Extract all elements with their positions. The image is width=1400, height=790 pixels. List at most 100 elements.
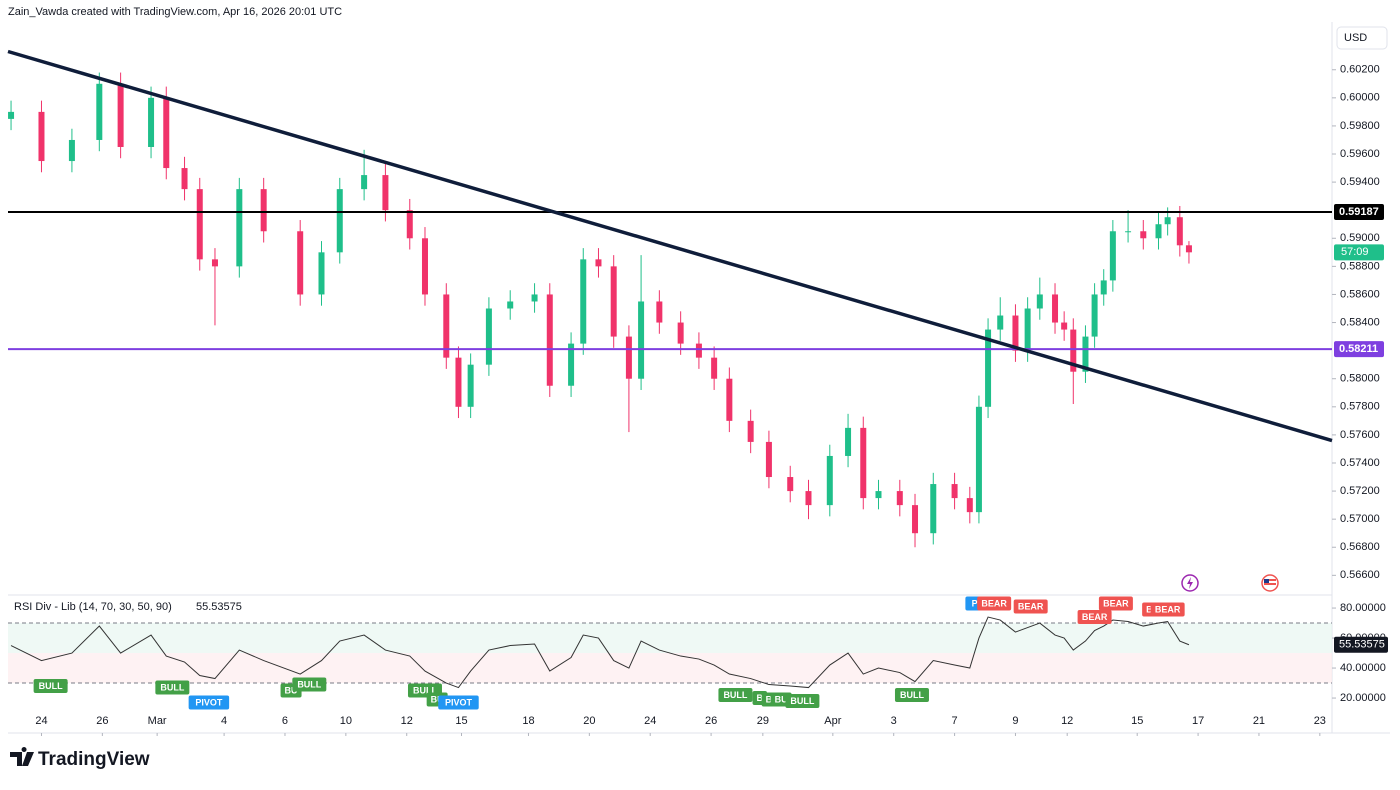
signal-box [718,688,753,703]
candle-body [930,484,937,534]
candle-body [1155,224,1162,239]
x-tick-label: Apr [824,715,841,727]
candle-body [656,301,663,323]
signal-box [1077,610,1112,625]
y-tick-label: 0.59400 [1340,176,1380,188]
x-tick-label: 26 [705,715,717,727]
signal-box [33,679,68,694]
candle-body [1082,336,1089,372]
candle-body [531,294,538,302]
signal-box [155,680,190,695]
candle-body [1125,231,1132,233]
y-tick-label: 0.57200 [1340,485,1380,497]
candle-body [68,139,75,162]
candle-body [1012,315,1019,351]
candle-body [787,477,794,492]
lightning-icon[interactable] [1181,574,1199,592]
candle-body [580,259,587,344]
x-tick-label: 18 [522,715,534,727]
y-tick-label: 0.57600 [1340,429,1380,441]
tv-logo: TradingView [10,747,150,770]
rsi-line [10,616,1190,689]
currency-box[interactable] [1336,26,1388,50]
y-tick-label: 0.56600 [1340,569,1380,581]
candle-body [336,189,343,253]
x-tick-label: 21 [1253,715,1265,727]
signal-box [188,695,230,710]
candle-body [997,315,1004,330]
candle-body [361,175,368,190]
x-tick-label: 15 [455,715,467,727]
signal-box [438,695,479,710]
x-tick-label: 10 [340,715,352,727]
level-label: 0.58211 [1339,343,1378,355]
rsi-current: 55.53575 [196,601,242,613]
level-label-box [1334,204,1384,221]
x-tick-label: 24 [644,715,656,727]
candle-body [1164,217,1171,225]
rsi-y-tick-label: 40.00000 [1340,662,1386,674]
y-tick-label: 0.59600 [1340,148,1380,160]
candle-body [211,259,218,267]
candle-body [1185,245,1192,253]
signal-label: BULL [39,681,63,691]
candle-body [568,343,575,386]
signal-box [785,694,820,709]
candle-body [117,83,124,147]
signal-label: BEAR [1018,601,1044,611]
candle-body [1061,322,1068,330]
candle-body [96,83,103,140]
signal-label: BULL [160,682,184,692]
candle-body [826,455,833,506]
signal-box [1150,602,1185,617]
y-tick-label: 0.59000 [1340,232,1380,244]
candle-body [912,505,919,534]
candle-body [625,336,632,379]
signal-label: PIVOT [445,697,473,707]
y-tick-label: 0.58400 [1340,316,1380,328]
x-tick-label: 12 [401,715,413,727]
signal-label: BEAR [981,598,1007,608]
candle-body [196,189,203,260]
oversold-band [8,653,1332,684]
candle-body [677,322,684,344]
candle-body [485,308,492,365]
candle-body [236,189,243,267]
candle-body [805,491,812,506]
candle-body [181,168,188,190]
level-label-box [1334,341,1384,358]
candle-body [148,97,155,147]
x-tick-label: 6 [282,715,288,727]
candle-body [747,420,754,442]
flag-icon[interactable] [1261,574,1279,592]
signal-label: BULL [413,685,437,695]
candle-body [595,259,602,267]
candle-body [467,364,474,407]
x-tick-label: 17 [1192,715,1204,727]
x-tick-label: 29 [757,715,769,727]
signal-box [1013,599,1048,614]
y-tick-label: 0.58000 [1340,373,1380,385]
candle-body [896,491,903,506]
currency: USD [1344,32,1367,44]
candle-body [455,357,462,407]
candle-body [318,252,325,295]
candle-body [1109,231,1116,281]
candle-body [8,111,15,119]
signal-label: B [1146,604,1153,614]
candle-body [695,343,702,358]
signal-label: BULL [790,696,814,706]
candle-body [443,294,450,358]
candle-body [1091,294,1098,337]
y-tick-label: 0.58600 [1340,288,1380,300]
signal-label: BULL [297,679,321,689]
candle-body [421,238,428,295]
candle-body [163,97,170,169]
candle-body [610,266,617,337]
x-tick-label: 23 [1314,715,1326,727]
candle-body [1070,329,1077,372]
rsi-label: 55.53575 [1339,639,1385,651]
signal-label: BULL [723,690,747,700]
signal-label: PIVOT [195,697,223,707]
